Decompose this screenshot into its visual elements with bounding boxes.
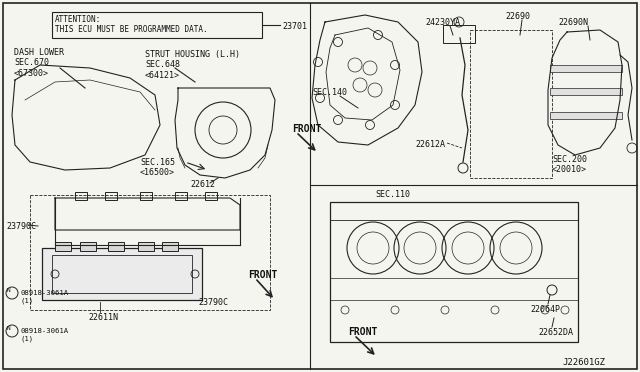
Text: 24230YA: 24230YA [425, 18, 460, 27]
Bar [175, 192, 187, 200]
Bar [138, 242, 154, 251]
Text: J22601GZ: J22601GZ [562, 358, 605, 367]
Text: DASH LOWER
SEC.670
<67300>: DASH LOWER SEC.670 <67300> [14, 48, 64, 78]
Text: 22612: 22612 [190, 180, 215, 189]
Bar [162, 242, 178, 251]
Bar [52, 255, 192, 293]
Text: SEC.140: SEC.140 [312, 88, 347, 97]
Bar [75, 192, 87, 200]
Bar [330, 202, 578, 342]
Bar [42, 248, 202, 300]
Bar [550, 65, 622, 72]
Text: 23790C: 23790C [198, 298, 228, 307]
Text: FRONT: FRONT [292, 124, 321, 134]
Bar [140, 192, 152, 200]
Text: SEC.165
<16500>: SEC.165 <16500> [140, 158, 175, 177]
Text: N: N [6, 289, 10, 294]
Bar [52, 12, 262, 38]
Bar [55, 242, 71, 251]
Bar [443, 25, 475, 43]
Text: N: N [6, 327, 10, 331]
Bar [550, 88, 622, 95]
Text: FRONT: FRONT [348, 327, 378, 337]
Text: 22690N: 22690N [558, 18, 588, 27]
Text: 22690: 22690 [505, 12, 530, 21]
Text: 08918-3061A
(1): 08918-3061A (1) [20, 328, 68, 341]
Text: 23790C: 23790C [6, 222, 36, 231]
Text: 22652DA: 22652DA [538, 328, 573, 337]
Bar [80, 242, 96, 251]
Text: 08918-3061A
(1): 08918-3061A (1) [20, 290, 68, 304]
Text: SEC.110: SEC.110 [375, 190, 410, 199]
Bar [105, 192, 117, 200]
Bar [205, 192, 217, 200]
Text: ATTENTION:
THIS ECU MUST BE PROGRAMMED DATA.: ATTENTION: THIS ECU MUST BE PROGRAMMED D… [55, 15, 207, 34]
Bar [30, 195, 270, 310]
Text: 22612A: 22612A [415, 140, 445, 149]
Text: 22064P: 22064P [530, 305, 560, 314]
Text: FRONT: FRONT [248, 270, 277, 280]
Text: 23701: 23701 [282, 22, 307, 31]
Bar [550, 112, 622, 119]
Bar [470, 30, 552, 178]
Text: SEC.200
<20010>: SEC.200 <20010> [552, 155, 587, 174]
Text: STRUT HOUSING (L.H)
SEC.648
<64121>: STRUT HOUSING (L.H) SEC.648 <64121> [145, 50, 240, 80]
Text: 22611N: 22611N [88, 313, 118, 322]
Bar [108, 242, 124, 251]
